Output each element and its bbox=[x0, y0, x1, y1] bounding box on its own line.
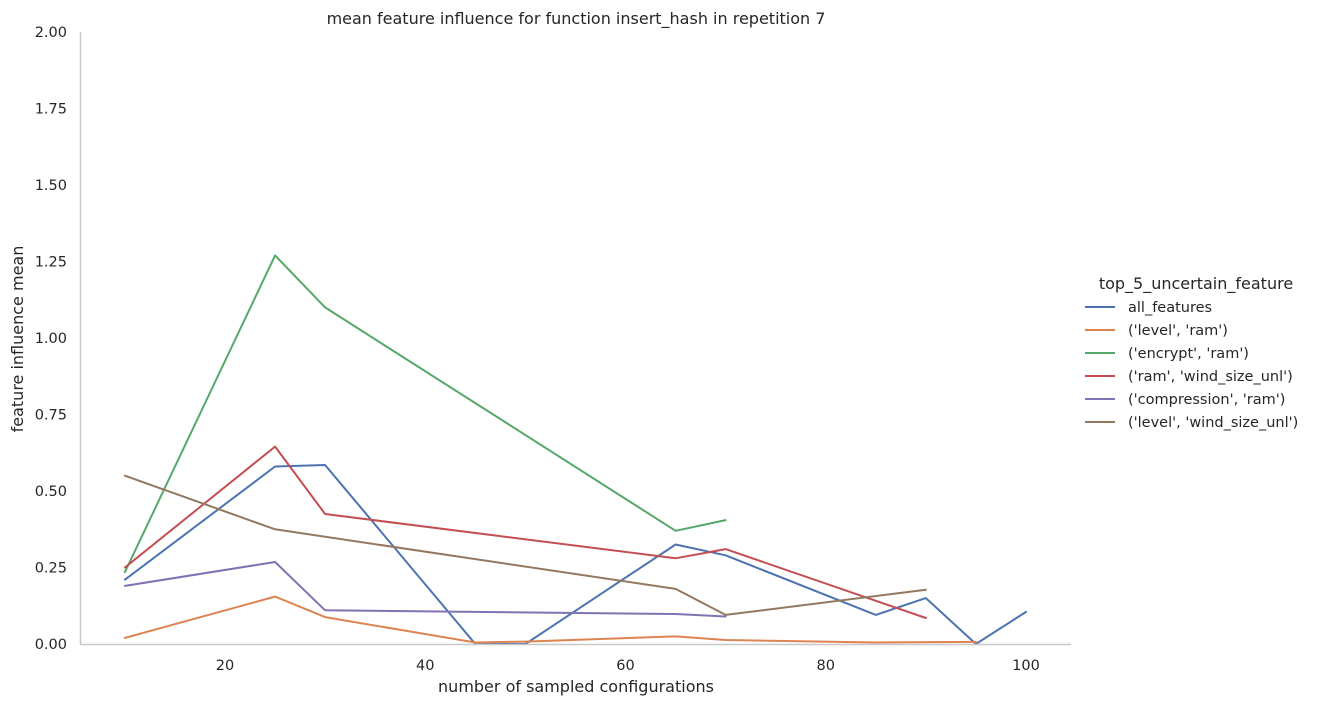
x-axis-label: number of sampled configurations bbox=[438, 677, 714, 696]
legend-label: ('ram', 'wind_size_unl') bbox=[1128, 369, 1293, 385]
y-tick-label: 0.00 bbox=[35, 637, 67, 653]
y-tick-label: 1.75 bbox=[35, 102, 67, 118]
series-line bbox=[123, 561, 727, 618]
legend: top_5_uncertain_feature all_features ('le… bbox=[1085, 274, 1298, 431]
chart-title: mean feature influence for function inse… bbox=[327, 9, 826, 29]
x-tick-label: 40 bbox=[416, 658, 434, 674]
y-tick-label: 1.00 bbox=[35, 331, 67, 347]
y-tick-label: 0.50 bbox=[35, 484, 67, 500]
y-tick-label: 2.00 bbox=[35, 25, 67, 41]
series-line bbox=[123, 474, 927, 616]
y-tick-label: 1.25 bbox=[35, 255, 67, 271]
series-line bbox=[123, 464, 1027, 645]
x-tick-label: 80 bbox=[817, 658, 835, 674]
legend-label: ('level', 'wind_size_unl') bbox=[1128, 415, 1298, 431]
y-tick-label: 1.50 bbox=[35, 178, 67, 194]
legend-label: ('level', 'ram') bbox=[1128, 323, 1228, 339]
legend-title: top_5_uncertain_feature bbox=[1099, 274, 1293, 294]
series-line bbox=[123, 595, 977, 644]
x-tick-label: 100 bbox=[1012, 658, 1040, 674]
legend-label: all_features bbox=[1128, 300, 1212, 316]
series-line bbox=[123, 445, 927, 619]
y-tick-label: 0.25 bbox=[35, 561, 67, 577]
y-axis-label: feature influence mean bbox=[8, 246, 27, 433]
x-tick-label: 20 bbox=[216, 658, 234, 674]
plot-lines bbox=[123, 254, 1027, 645]
legend-label: ('encrypt', 'ram') bbox=[1128, 346, 1249, 362]
series-line bbox=[123, 254, 727, 574]
y-tick-label: 0.75 bbox=[35, 408, 67, 424]
x-tick-label: 60 bbox=[616, 658, 634, 674]
legend-label: ('compression', 'ram') bbox=[1128, 392, 1285, 408]
y-tick-labels: 0.00 0.25 0.50 0.75 1.00 1.25 1.50 1.75 2.00 bbox=[35, 25, 67, 653]
x-tick-labels: 20 40 60 80 100 bbox=[216, 658, 1040, 674]
